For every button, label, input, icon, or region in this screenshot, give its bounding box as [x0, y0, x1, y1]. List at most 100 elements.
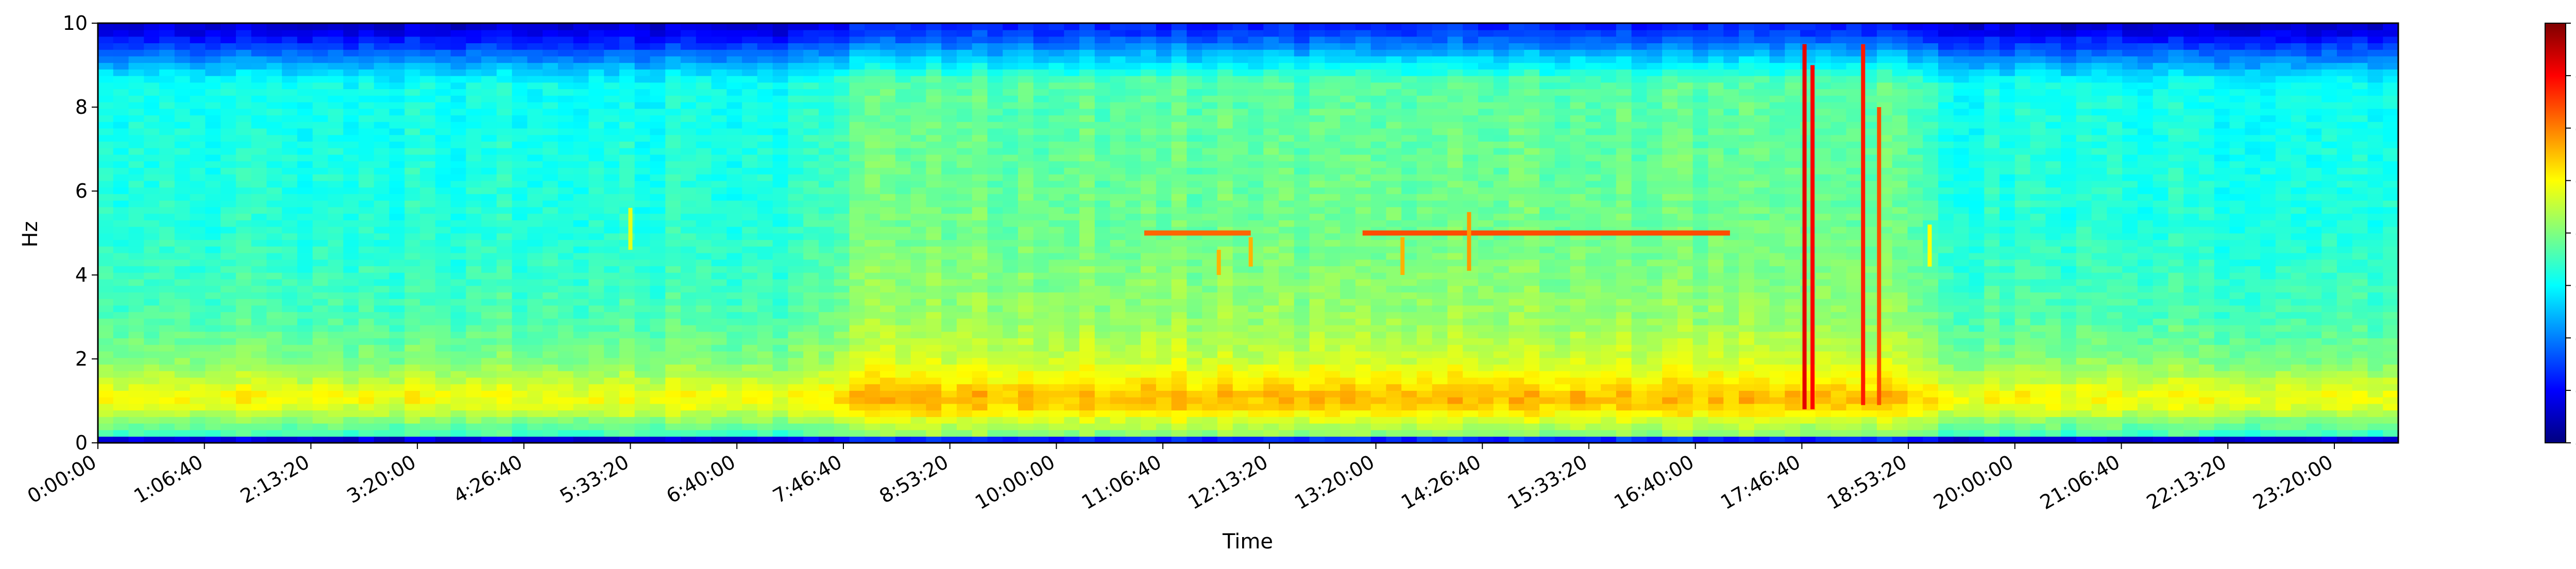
heatmap-cell — [420, 122, 436, 129]
heatmap-cell — [481, 246, 497, 253]
heatmap-cell — [527, 101, 544, 109]
heatmap-cell — [742, 338, 758, 345]
heatmap-cell — [113, 396, 129, 404]
heatmap-cell — [297, 174, 313, 181]
heatmap-cell — [772, 377, 789, 385]
heatmap-cell — [113, 403, 129, 411]
heatmap-cell — [159, 259, 175, 266]
heatmap-cell — [343, 23, 359, 30]
heatmap-cell — [604, 246, 620, 253]
heatmap-cell — [312, 141, 329, 148]
heatmap-cell — [819, 331, 835, 339]
heatmap-cell — [604, 266, 620, 273]
heatmap-cell — [1064, 338, 1080, 345]
heatmap-cell — [113, 324, 129, 332]
heatmap-cell — [1018, 101, 1034, 109]
heatmap-cell — [834, 403, 850, 411]
heatmap-cell — [941, 233, 957, 240]
heatmap-cell — [880, 122, 896, 129]
heatmap-cell — [1018, 436, 1034, 443]
heatmap-cell — [1141, 180, 1157, 188]
heatmap-cell — [374, 122, 390, 129]
heatmap-cell — [1094, 292, 1111, 299]
heatmap-cell — [1187, 298, 1202, 306]
heatmap-cell — [1156, 43, 1172, 50]
heatmap-cell — [772, 89, 789, 96]
heatmap-cell — [420, 89, 436, 96]
heatmap-cell — [113, 285, 129, 292]
heatmap-cell — [1079, 75, 1095, 83]
heatmap-cell — [98, 384, 114, 391]
heatmap-cell — [1018, 194, 1034, 201]
heatmap-cell — [956, 377, 973, 385]
heatmap-cell — [711, 370, 727, 378]
heatmap-cell — [803, 417, 819, 424]
heatmap-cell — [527, 410, 544, 417]
heatmap-cell — [1279, 233, 1295, 240]
heatmap-cell — [1156, 82, 1172, 90]
heatmap-cell — [880, 200, 896, 208]
heatmap-cell — [297, 272, 313, 280]
heatmap-cell — [588, 36, 605, 43]
heatmap-cell — [1263, 396, 1279, 404]
heatmap-cell — [1003, 194, 1019, 201]
heatmap-cell — [174, 147, 191, 155]
heatmap-cell — [435, 23, 451, 30]
heatmap-cell — [742, 174, 758, 181]
heatmap-cell — [588, 436, 605, 443]
heatmap-cell — [543, 101, 558, 109]
heatmap-cell — [1171, 324, 1188, 332]
heatmap-cell — [1033, 213, 1049, 220]
heatmap-cell — [481, 174, 497, 181]
heatmap-cell — [972, 200, 988, 208]
heatmap-cell — [1202, 351, 1218, 358]
heatmap-cell — [880, 312, 896, 319]
heatmap-cell — [328, 128, 344, 135]
heatmap-cell — [1187, 56, 1202, 63]
heatmap-cell — [1094, 403, 1111, 411]
heatmap-cell — [312, 187, 329, 194]
heatmap-cell — [190, 384, 206, 391]
heatmap-cell — [328, 95, 344, 102]
heatmap-cell — [420, 206, 436, 214]
heatmap-cell — [98, 122, 114, 129]
heatmap-cell — [297, 187, 313, 194]
heatmap-cell — [910, 75, 927, 83]
heatmap-cell — [1048, 266, 1065, 273]
heatmap-cell — [435, 115, 451, 122]
heatmap-cell — [880, 252, 896, 260]
heatmap-cell — [205, 305, 221, 313]
heatmap-cell — [696, 180, 712, 188]
heatmap-cell — [221, 377, 236, 385]
heatmap-cell — [435, 200, 451, 208]
heatmap-cell — [1003, 272, 1019, 280]
heatmap-cell — [235, 62, 252, 70]
heatmap-cell — [1232, 154, 1249, 162]
heatmap-cell — [711, 384, 727, 391]
heatmap-cell — [987, 29, 1004, 37]
heatmap-cell — [174, 115, 191, 122]
heatmap-cell — [389, 134, 405, 142]
heatmap-cell — [1018, 266, 1034, 273]
heatmap-cell — [588, 115, 605, 122]
heatmap-cell — [512, 194, 528, 201]
heatmap-cell — [757, 417, 773, 424]
heatmap-cell — [849, 101, 866, 109]
heatmap-cell — [834, 213, 850, 220]
heatmap-cell — [435, 285, 451, 292]
heatmap-cell — [634, 206, 651, 214]
heatmap-cell — [987, 23, 1004, 30]
heatmap-cell — [757, 194, 773, 201]
heatmap-cell — [1248, 69, 1264, 76]
heatmap-cell — [681, 252, 697, 260]
heatmap-cell — [726, 324, 742, 332]
heatmap-cell — [496, 396, 513, 404]
heatmap-cell — [558, 298, 574, 306]
heatmap-cell — [128, 364, 145, 371]
heatmap-cell — [910, 344, 927, 352]
heatmap-cell — [1232, 312, 1249, 319]
heatmap-cell — [174, 56, 191, 63]
heatmap-cell — [328, 49, 344, 57]
heatmap-cell — [1279, 285, 1295, 292]
heatmap-cell — [1248, 396, 1264, 404]
